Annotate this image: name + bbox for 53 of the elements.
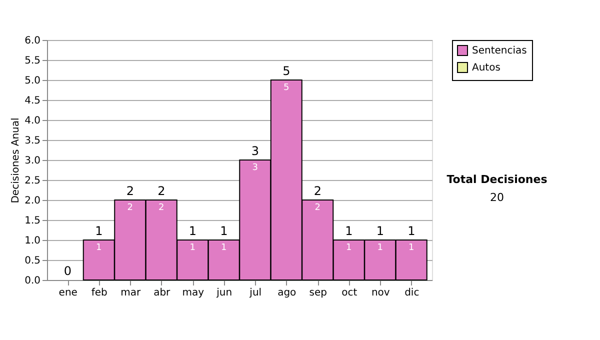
y-tick-label: 1.5: [24, 216, 40, 226]
legend-label: Autos: [472, 62, 500, 74]
total-label: 1: [376, 224, 384, 238]
y-tick-label: 0.0: [24, 276, 40, 286]
x-tick-label: feb: [91, 288, 108, 298]
total-label: 5: [282, 64, 290, 78]
x-tick-label: jul: [248, 288, 262, 298]
data-label: 1: [377, 243, 383, 253]
y-tick-label: 4.0: [24, 116, 40, 126]
y-tick-label: 2.5: [24, 176, 40, 186]
total-label: 1: [408, 224, 416, 238]
y-tick-label: 3.5: [24, 136, 40, 146]
y-tick-label: 5.5: [24, 56, 40, 66]
y-tick-label: 3.0: [24, 156, 40, 166]
total-label: 3: [251, 144, 259, 158]
data-label: 2: [314, 203, 320, 213]
x-tick-label: jun: [216, 288, 232, 298]
y-tick-label: 5.0: [24, 76, 40, 86]
total-label: 1: [188, 224, 196, 238]
y-tick-label: 2.0: [24, 196, 40, 206]
data-label: 1: [96, 243, 102, 253]
y-axis-title: Decisiones Anual: [10, 118, 22, 204]
total-label: 2: [158, 184, 166, 198]
y-tick-label: 0.5: [24, 256, 40, 266]
total-label: 0: [64, 264, 72, 278]
y-tick-label: 4.5: [24, 96, 40, 106]
total-label: 2: [314, 184, 322, 198]
data-label: 1: [346, 243, 352, 253]
data-label: 1: [190, 243, 196, 253]
x-tick-label: may: [182, 288, 204, 298]
text: 20: [490, 191, 504, 204]
total-label: 1: [345, 224, 353, 238]
x-tick-label: abr: [154, 288, 172, 298]
x-tick-label: ago: [278, 288, 296, 298]
x-tick-label: mar: [120, 288, 142, 298]
x-tick-label: dic: [404, 288, 420, 298]
text: Total Decisiones: [446, 173, 548, 186]
total-label: 2: [126, 184, 134, 198]
data-label: 1: [408, 243, 414, 253]
y-tick-label: 6.0: [24, 36, 40, 46]
data-label: 3: [252, 163, 258, 173]
data-label: 1: [221, 243, 227, 253]
total-label: 1: [220, 224, 228, 238]
x-tick-label: ene: [58, 288, 78, 298]
x-tick-label: nov: [371, 288, 390, 298]
total-label: 1: [95, 224, 103, 238]
x-tick-label: sep: [309, 288, 327, 298]
x-tick-label: oct: [342, 288, 358, 298]
y-tick-label: 1.0: [24, 236, 40, 246]
legend-label: Sentencias: [472, 46, 527, 56]
data-label: 5: [284, 83, 290, 93]
data-label: 2: [158, 203, 164, 213]
data-label: 2: [127, 203, 133, 213]
